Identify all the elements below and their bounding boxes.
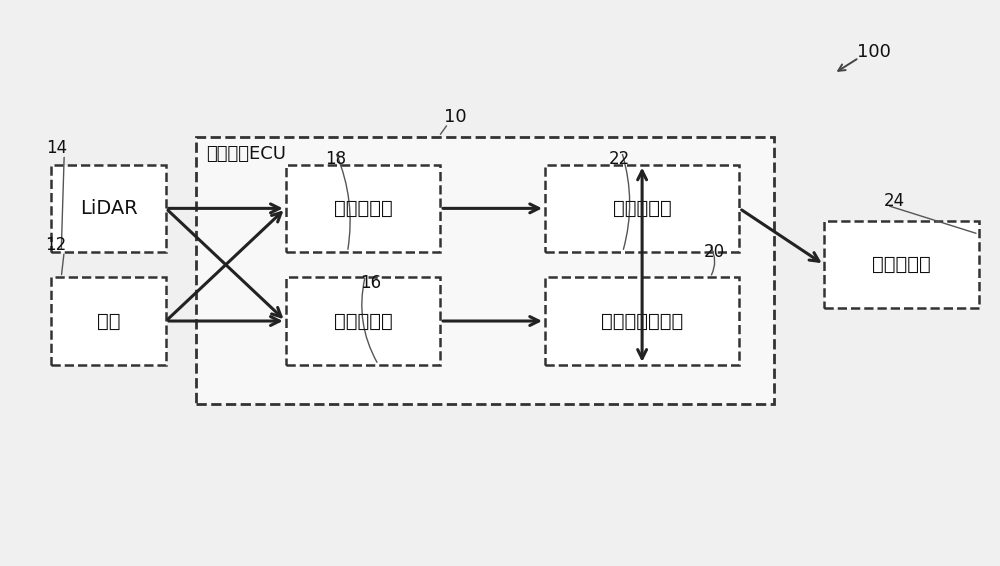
Text: 物体检测部: 物体检测部 <box>334 311 392 331</box>
Text: 18: 18 <box>325 150 346 168</box>
Text: 20: 20 <box>704 243 725 261</box>
Text: 清洗控制部: 清洗控制部 <box>613 199 671 218</box>
Text: 100: 100 <box>857 43 891 61</box>
Bar <box>286 165 440 252</box>
Bar <box>824 221 979 308</box>
Text: 自动驾驶ECU: 自动驾驶ECU <box>206 145 286 163</box>
Bar <box>545 277 739 365</box>
Text: 相机: 相机 <box>97 311 120 331</box>
Text: 自动驾驶控制部: 自动驾驶控制部 <box>601 311 683 331</box>
Bar <box>51 165 166 252</box>
Bar <box>51 277 166 365</box>
Text: 清洗致动器: 清洗致动器 <box>872 255 931 274</box>
Text: 14: 14 <box>46 139 67 157</box>
Bar <box>286 277 440 365</box>
Text: 10: 10 <box>444 108 466 126</box>
Text: LiDAR: LiDAR <box>80 199 137 218</box>
Text: 22: 22 <box>609 150 630 168</box>
Text: 16: 16 <box>360 274 381 292</box>
Bar <box>545 165 739 252</box>
Text: 12: 12 <box>46 235 67 254</box>
Text: 污垢检测部: 污垢检测部 <box>334 199 392 218</box>
Text: 24: 24 <box>883 192 904 211</box>
Bar <box>196 136 774 404</box>
